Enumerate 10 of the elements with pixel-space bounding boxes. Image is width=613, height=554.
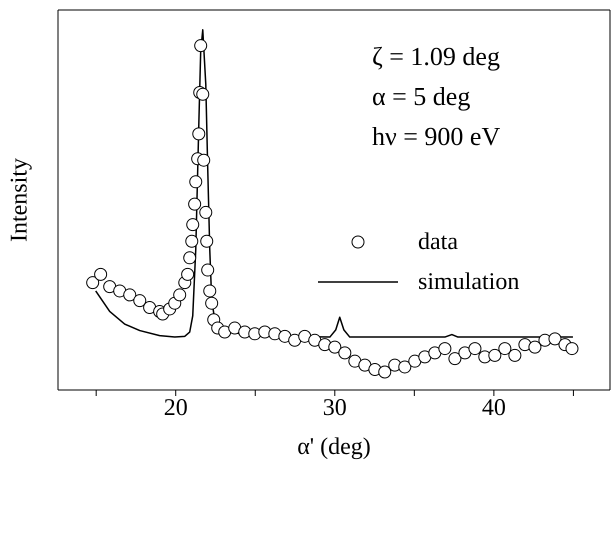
y-axis-title: Intensity xyxy=(6,158,33,242)
legend-label: simulation xyxy=(418,268,520,296)
x-tick-label: 40 xyxy=(482,395,506,422)
annotation: ζ = 1.09 deg xyxy=(372,42,500,72)
x-axis-title: α' (deg) xyxy=(297,434,371,460)
annotation: hν = 900 eV xyxy=(372,122,500,152)
annotation: α = 5 deg xyxy=(372,82,470,112)
x-tick-label: 20 xyxy=(164,395,188,422)
x-tick-label: 30 xyxy=(322,395,347,422)
legend-label: data xyxy=(418,228,458,256)
